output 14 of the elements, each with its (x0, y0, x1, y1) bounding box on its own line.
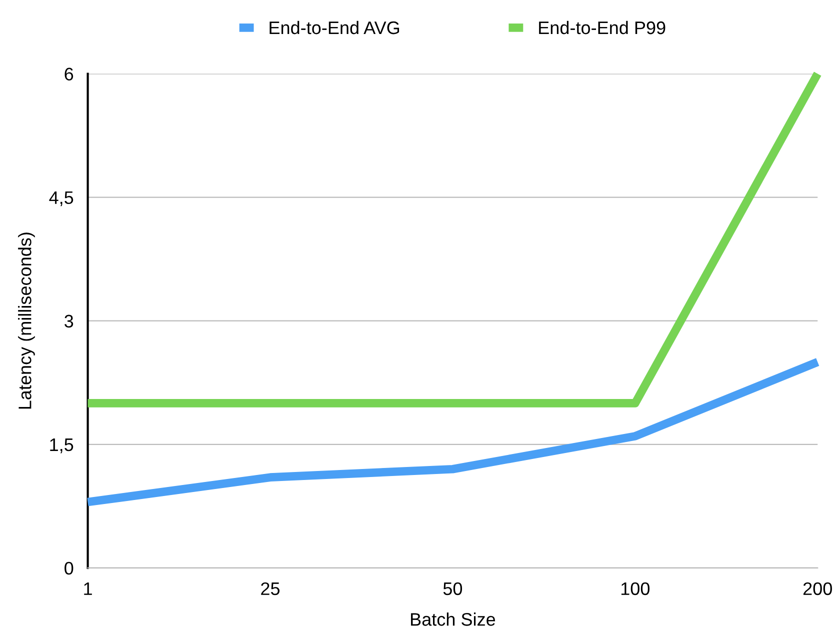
y-tick-label: 4,5 (49, 191, 74, 206)
y-tick-label: 6 (64, 68, 74, 80)
legend-label: End-to-End AVG (270, 20, 400, 34)
y-axis-title: Latency (milliseconds) (18, 232, 35, 409)
x-tick-label: 1 (84, 582, 92, 595)
legend-label: End-to-End P99 (539, 20, 666, 34)
x-tick-label: 200 (803, 582, 832, 596)
y-tick-label: 0 (64, 562, 74, 575)
x-axis-title: Batch Size (411, 612, 496, 626)
x-tick-label: 50 (443, 582, 462, 596)
y-tick-label: 1,5 (50, 438, 74, 454)
y-tick-label: 3 (64, 314, 74, 328)
x-tick-label: 100 (621, 582, 650, 596)
x-tick-label: 25 (261, 582, 280, 596)
